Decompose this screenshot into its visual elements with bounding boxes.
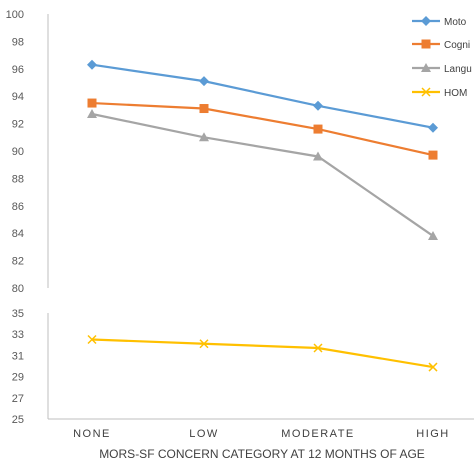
- data-point: [313, 151, 323, 161]
- data-point: [313, 124, 323, 134]
- y-tick-label: 96: [12, 64, 24, 76]
- legend-label: Cogni: [444, 40, 470, 51]
- legend-entry: Moto: [412, 16, 467, 28]
- data-point: [421, 87, 431, 97]
- y-tick-label: 25: [12, 414, 24, 426]
- series-langu: [87, 109, 438, 240]
- y-tick-label: 27: [12, 393, 24, 405]
- x-tick-label: HIGH: [416, 428, 450, 440]
- y-tick-label: 82: [12, 256, 24, 268]
- y-tick-label: 86: [12, 201, 24, 213]
- y-tick-label: 90: [12, 146, 24, 158]
- series-line: [91, 338, 434, 369]
- lower-panel: 25 27 29 31 33 35: [12, 308, 474, 426]
- y-tick-label: 94: [12, 91, 24, 103]
- x-tick-label: NONE: [73, 428, 111, 440]
- data-point: [87, 59, 97, 70]
- y-tick-label: 98: [12, 36, 24, 48]
- upper-panel: 80 82 84 86 88 90 92 94 96 98 100: [6, 9, 438, 295]
- y-tick-label: 31: [12, 350, 24, 362]
- data-point: [428, 362, 438, 372]
- data-point: [87, 98, 97, 108]
- y-tick-label: 29: [12, 372, 24, 384]
- data-point: [199, 339, 209, 349]
- x-tick-label: MODERATE: [281, 428, 355, 440]
- series-line: [91, 101, 434, 157]
- series-cogni: [87, 98, 438, 160]
- data-point: [313, 343, 323, 353]
- legend-entry: Cogni: [412, 39, 470, 51]
- series-line: [91, 112, 434, 237]
- data-point: [421, 39, 431, 49]
- legend-label: Langu: [444, 64, 472, 75]
- data-point: [199, 132, 209, 142]
- data-point: [428, 122, 438, 133]
- data-point: [87, 109, 97, 119]
- legend-label: HOM: [444, 88, 467, 99]
- y-tick-label: 100: [6, 9, 24, 21]
- x-tick-label: LOW: [189, 428, 219, 440]
- data-point: [199, 76, 209, 87]
- series-moto: [87, 59, 438, 133]
- data-point: [421, 16, 431, 26]
- x-axis-label: MORS-SF CONCERN CATEGORY AT 12 MONTHS OF…: [99, 447, 425, 461]
- data-point: [87, 334, 97, 345]
- y-tick-label: 88: [12, 173, 24, 185]
- legend-entry: Langu: [412, 63, 472, 75]
- y-tick-label: 80: [12, 283, 24, 295]
- data-point: [421, 63, 431, 72]
- series-line: [91, 63, 434, 129]
- data-point: [428, 230, 438, 240]
- legend-entry: HOM: [412, 87, 467, 99]
- y-tick-label: 35: [12, 308, 24, 320]
- data-point: [428, 150, 438, 160]
- data-point: [313, 100, 323, 111]
- data-point: [199, 104, 209, 114]
- series-hom: [87, 334, 438, 372]
- y-tick-label: 92: [12, 119, 24, 131]
- y-tick-label: 84: [12, 228, 24, 240]
- legend-label: Moto: [444, 17, 467, 28]
- legend: Moto Cogni Langu HOM: [412, 16, 472, 99]
- y-tick-label: 33: [12, 329, 24, 341]
